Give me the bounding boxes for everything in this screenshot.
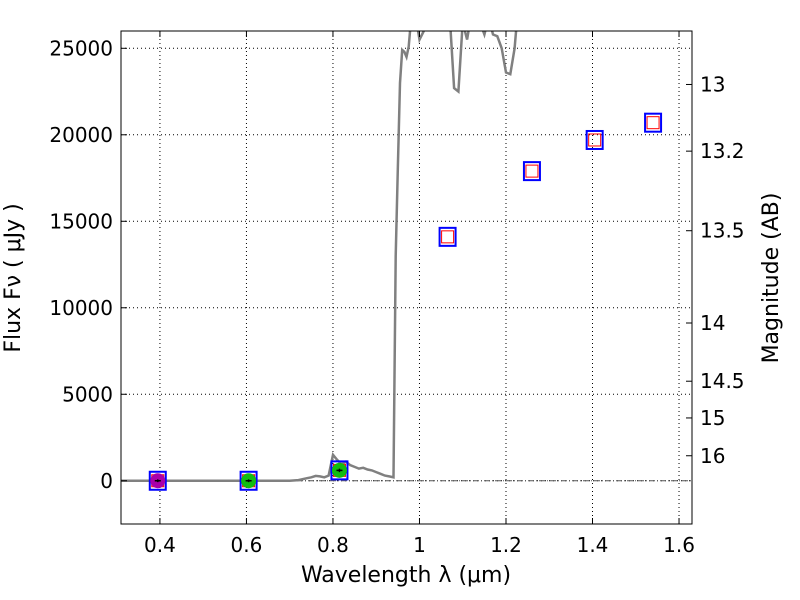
y-axis-label: Flux Fν ( μJy )	[1, 203, 26, 352]
y-tick-label: 0	[100, 469, 113, 493]
model-box-inner	[525, 164, 539, 178]
model-spectrum-line	[121, 31, 518, 483]
model-box-inner	[588, 133, 602, 147]
magnitude-tick-label: 13.5	[700, 219, 745, 243]
y-tick-label: 10000	[49, 296, 113, 320]
model-box-inner	[441, 230, 455, 244]
model-box-outer	[585, 129, 604, 150]
x-tick-label: 1.6	[663, 533, 695, 557]
magnitude-tick-label: 13.2	[700, 139, 745, 163]
magnitude-tick-label: 15	[700, 406, 725, 430]
model-box-inner	[646, 116, 660, 130]
model-boxes	[148, 112, 663, 491]
model-box-outer	[148, 470, 167, 491]
x-axis: 0.4 0.6 0.8 1 1.2 1.4 1.6	[144, 31, 695, 557]
grid	[121, 31, 692, 524]
model-box-outer	[239, 470, 258, 491]
x-tick-label: 1.4	[577, 533, 609, 557]
x-tick-label: 0.4	[144, 533, 176, 557]
data-points	[150, 462, 347, 489]
y-tick-label: 25000	[49, 36, 113, 60]
right-axis-label: Magnitude (AB)	[759, 193, 784, 364]
model-box-outer	[522, 161, 541, 182]
model-box-outer	[330, 460, 349, 481]
y-axis: 0 5000 10000 15000 20000 25000	[49, 36, 127, 493]
x-tick-label: 0.8	[317, 533, 349, 557]
model-box-outer	[438, 226, 457, 247]
x-axis-label: Wavelength λ (μm)	[301, 563, 511, 588]
magnitude-axis: 13 13.2 13.5 14 14.5 15 16	[686, 72, 745, 468]
plot-frame	[120, 30, 693, 525]
x-tick-label: 0.6	[231, 533, 263, 557]
x-tick-label: 1	[413, 533, 426, 557]
y-tick-label: 15000	[49, 209, 113, 233]
magnitude-tick-label: 14.5	[700, 369, 745, 393]
magnitude-tick-label: 16	[700, 444, 725, 468]
magnitude-tick-label: 14	[700, 311, 725, 335]
x-tick-label: 1.2	[490, 533, 522, 557]
magnitude-tick-label: 13	[700, 72, 725, 96]
model-box-outer	[644, 112, 663, 133]
y-tick-label: 20000	[49, 123, 113, 147]
y-tick-label: 5000	[62, 382, 113, 406]
